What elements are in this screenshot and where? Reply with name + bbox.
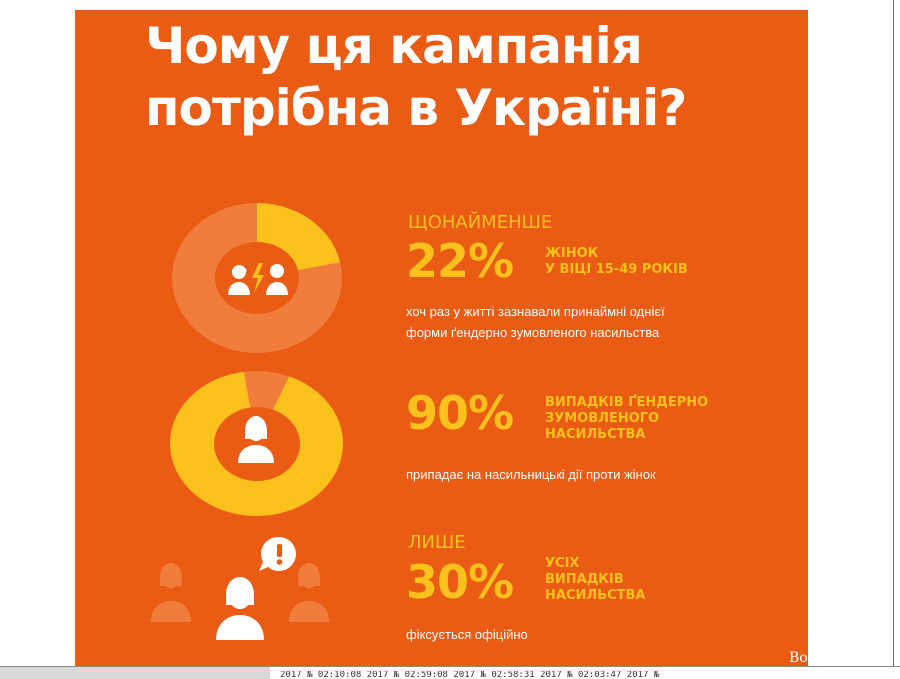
stat-2-value: 90% [406,386,514,440]
woman-man-conflict-icon [224,259,292,297]
stat-2-subject: ВИПАДКІВ ҐЕНДЕРНО ЗУМОВЛЕНОГО НАСИЛЬСТВА [545,395,708,443]
stat-2-donut-chart [170,371,343,516]
stat-1-subject: ЖІНОК У ВІЦІ 15-49 РОКІВ [545,246,688,278]
poster-title-line-2: потрібна в Україні? [145,79,687,137]
footer-text: 2017 № 02:10:08 2017 № 02:59:08 2017 № 0… [280,671,660,679]
stat-2-description: припадає на насильницькі дії проти жінок [406,464,656,485]
stat-2-subject-line-2: ЗУМОВЛЕНОГО [545,411,660,426]
woman-svg [238,416,274,463]
stat-3-subject: УСІХ ВИПАДКІВ НАСИЛЬСТВА [545,556,645,604]
stat-3-description-line-1: фіксується офіційно [406,627,528,642]
women-exclamation-svg [151,536,329,640]
stat-1-description-line-1: хоч раз у житті зазнавали принаймні одні… [406,304,665,319]
stat-1-value: 22% [406,234,514,288]
women-exclamation-icon [141,536,341,642]
stat-3-description: фіксується офіційно [406,624,528,645]
stat-2-description-line-1: припадає на насильницькі дії проти жінок [406,467,656,482]
footer-gray-strip [0,667,270,679]
stat-3-subject-line-3: НАСИЛЬСТВА [545,588,646,603]
stat-2-subject-line-3: НАСИЛЬСТВА [545,427,646,442]
poster-title: Чому ця кампанія потрібна в Україні? [145,15,765,139]
stat-3-subject-line-1: УСІХ [545,556,580,571]
stat-1-description: хоч раз у житті зазнавали принаймні одні… [406,301,665,343]
stat-1-kicker: ЩОНАЙМЕНШЕ [408,212,553,233]
stat-3-value: 30% [406,555,514,609]
infographic-poster: Чому ця кампанія потрібна в Україні? ЩОН… [75,10,808,666]
stat-1-description-line-2: форми ґендерно зумовленого насильства [406,325,660,340]
corner-label: Bo [789,650,808,666]
window-border-right [893,0,894,666]
woman-icon [235,414,277,464]
stat-3-subject-line-2: ВИПАДКІВ [545,572,624,587]
stat-1-subject-line-2: У ВІЦІ 15-49 РОКІВ [545,262,688,277]
woman-man-conflict-svg [228,263,288,295]
stat-3-kicker: ЛИШЕ [408,532,466,553]
poster-title-line-1: Чому ця кампанія [145,17,643,75]
footer-divider [0,666,900,667]
stat-2-subject-line-1: ВИПАДКІВ ҐЕНДЕРНО [545,395,709,410]
stat-1-subject-line-1: ЖІНОК [545,246,599,261]
